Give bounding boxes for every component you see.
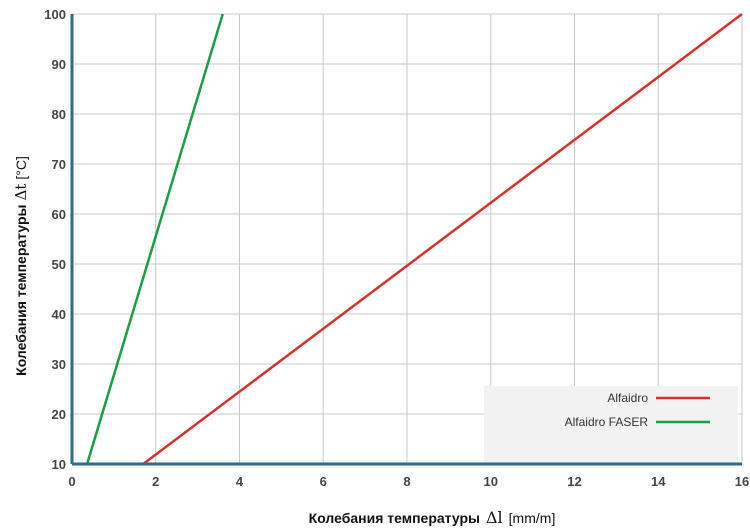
y-tick-label: 70 (52, 157, 66, 172)
x-tick-label: 12 (567, 474, 581, 489)
y-tick-label: 40 (52, 307, 66, 322)
y-tick-label: 20 (52, 407, 66, 422)
series-layer (85, 13, 743, 465)
series-line-alfaidro (142, 13, 743, 465)
legend-label-alfaidro: Alfaidro (607, 391, 648, 405)
y-tick-label: 80 (52, 107, 66, 122)
y-tick-label: 100 (44, 7, 66, 22)
y-tick-label: 10 (52, 457, 66, 472)
x-tick-labels: 0 2 4 6 8 10 12 14 16 (68, 474, 749, 489)
x-tick-label: 10 (484, 474, 498, 489)
x-axis-title: Колебания температуры Δl [mm/m] (309, 508, 556, 527)
legend: Alfaidro Alfaidro FASER (565, 391, 710, 429)
y-tick-label: 60 (52, 207, 66, 222)
x-tick-label: 6 (320, 474, 327, 489)
x-tick-label: 0 (68, 474, 75, 489)
y-tick-label: 30 (52, 357, 66, 372)
legend-label-alfaidro-faser: Alfaidro FASER (565, 415, 649, 429)
y-tick-labels: 10 20 30 40 50 60 70 80 90 100 (44, 7, 66, 472)
y-axis-title: Колебания температурыΔt[°C] (12, 156, 30, 376)
axes (70, 14, 742, 466)
series-line-alfaidro-faser (85, 13, 224, 465)
x-tick-label: 8 (403, 474, 410, 489)
x-tick-label: 4 (236, 474, 244, 489)
y-tick-label: 90 (52, 57, 66, 72)
x-tick-label: 2 (152, 474, 159, 489)
x-tick-label: 16 (735, 474, 749, 489)
x-tick-label: 14 (651, 474, 666, 489)
y-tick-label: 50 (52, 257, 66, 272)
grid (72, 13, 743, 464)
